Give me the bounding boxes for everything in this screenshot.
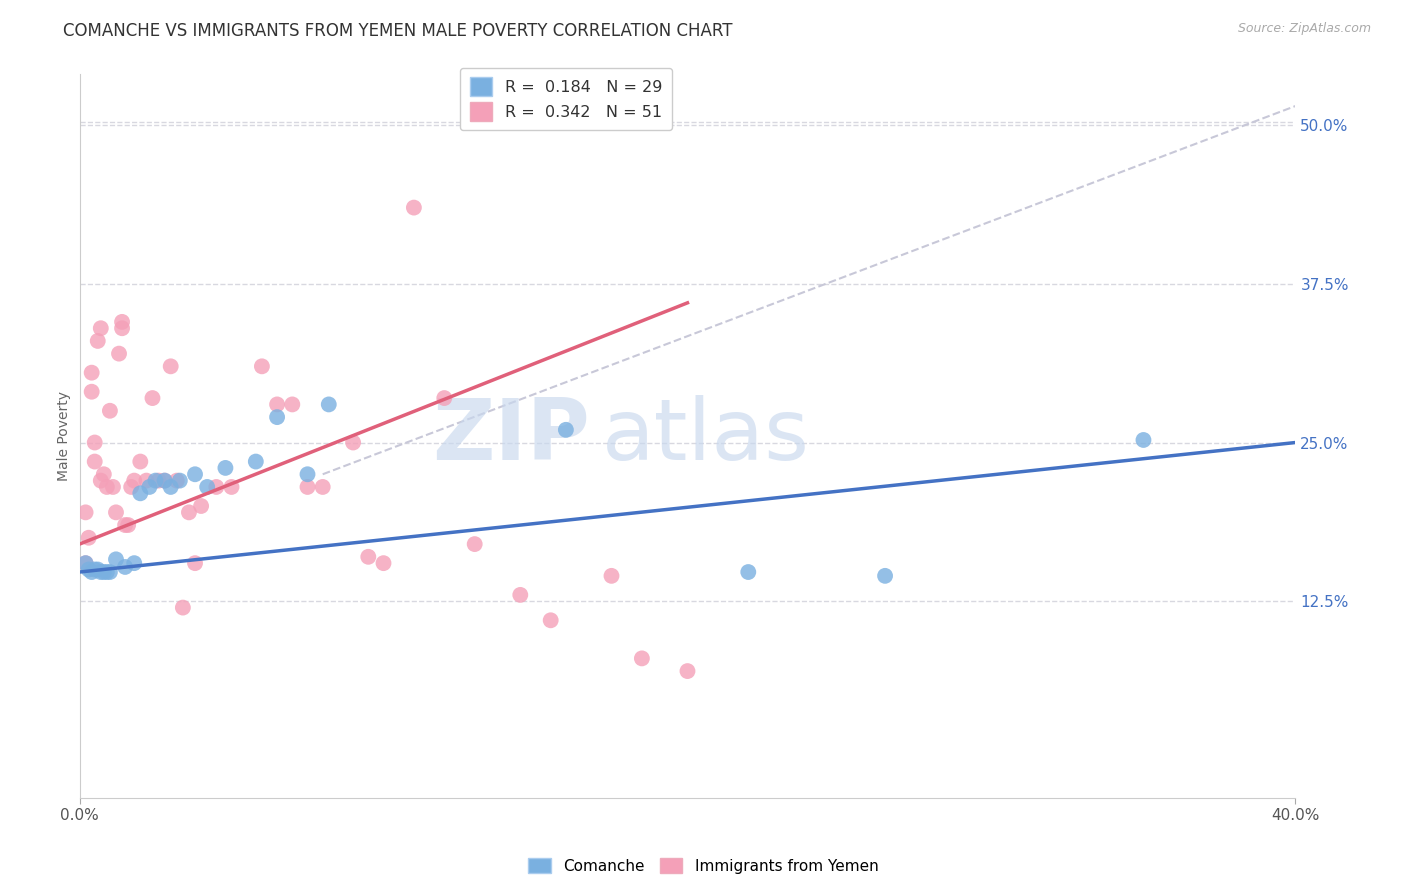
Point	[96, 565, 118, 579]
Point	[114, 518, 136, 533]
Point	[77, 531, 100, 545]
Point	[250, 359, 273, 374]
Point	[357, 549, 380, 564]
Point	[509, 588, 531, 602]
Point	[83, 562, 105, 576]
Point	[166, 474, 188, 488]
Point	[737, 565, 759, 579]
Point	[138, 480, 160, 494]
Point	[540, 613, 562, 627]
Point	[177, 505, 200, 519]
Point	[153, 474, 176, 488]
Point	[104, 552, 127, 566]
Point	[129, 454, 152, 468]
Point	[172, 600, 194, 615]
Point	[122, 474, 145, 488]
Point	[205, 480, 228, 494]
Point	[190, 499, 212, 513]
Text: Source: ZipAtlas.com: Source: ZipAtlas.com	[1237, 22, 1371, 36]
Point	[1132, 433, 1154, 447]
Point	[104, 505, 127, 519]
Text: atlas: atlas	[602, 394, 810, 478]
Point	[117, 518, 139, 533]
Point	[101, 480, 124, 494]
Point	[111, 315, 134, 329]
Point	[433, 391, 456, 405]
Point	[87, 562, 110, 576]
Point	[80, 384, 103, 399]
Point	[77, 562, 100, 576]
Point	[148, 474, 170, 488]
Point	[80, 565, 103, 579]
Point	[184, 556, 207, 570]
Point	[141, 391, 163, 405]
Point	[297, 480, 319, 494]
Point	[98, 404, 121, 418]
Point	[135, 474, 157, 488]
Point	[96, 480, 118, 494]
Legend: R =  0.184   N = 29, R =  0.342   N = 51: R = 0.184 N = 29, R = 0.342 N = 51	[460, 68, 672, 130]
Point	[75, 556, 97, 570]
Point	[98, 565, 121, 579]
Point	[80, 366, 103, 380]
Point	[114, 560, 136, 574]
Point	[169, 474, 191, 488]
Point	[266, 410, 288, 425]
Point	[93, 467, 115, 482]
Point	[402, 201, 425, 215]
Y-axis label: Male Poverty: Male Poverty	[58, 392, 72, 481]
Point	[631, 651, 654, 665]
Point	[83, 435, 105, 450]
Point	[83, 454, 105, 468]
Point	[312, 480, 335, 494]
Point	[75, 505, 97, 519]
Text: ZIP: ZIP	[433, 394, 591, 478]
Point	[184, 467, 207, 482]
Point	[122, 556, 145, 570]
Point	[159, 480, 181, 494]
Point	[373, 556, 395, 570]
Point	[120, 480, 142, 494]
Point	[281, 397, 304, 411]
Point	[111, 321, 134, 335]
Point	[195, 480, 218, 494]
Point	[875, 569, 897, 583]
Point	[266, 397, 288, 411]
Point	[600, 569, 623, 583]
Point	[554, 423, 576, 437]
Point	[221, 480, 243, 494]
Point	[129, 486, 152, 500]
Point	[90, 565, 112, 579]
Point	[676, 664, 699, 678]
Point	[87, 334, 110, 348]
Point	[90, 321, 112, 335]
Text: COMANCHE VS IMMIGRANTS FROM YEMEN MALE POVERTY CORRELATION CHART: COMANCHE VS IMMIGRANTS FROM YEMEN MALE P…	[63, 22, 733, 40]
Point	[297, 467, 319, 482]
Point	[90, 474, 112, 488]
Point	[159, 359, 181, 374]
Point	[464, 537, 486, 551]
Point	[75, 556, 97, 570]
Legend: Comanche, Immigrants from Yemen: Comanche, Immigrants from Yemen	[522, 852, 884, 880]
Point	[214, 461, 236, 475]
Point	[342, 435, 364, 450]
Point	[153, 474, 176, 488]
Point	[93, 565, 115, 579]
Point	[318, 397, 340, 411]
Point	[245, 454, 267, 468]
Point	[108, 346, 131, 360]
Point	[145, 474, 167, 488]
